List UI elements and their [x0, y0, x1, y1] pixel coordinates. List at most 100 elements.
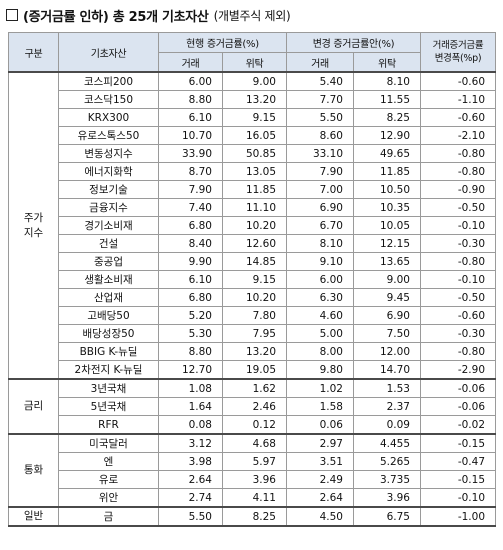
asset-name-cell: 유로 [58, 470, 159, 489]
table-row: 배당성장50 5.30 7.95 5.00 7.50 -0.30 [9, 324, 496, 343]
changed-exchange-cell: 7.90 [286, 162, 354, 181]
category-cell: 일반 [8, 506, 59, 527]
changed-consign-cell: 12.90 [353, 126, 421, 145]
table-row: 2차전지 K-뉴딜 12.70 19.05 9.80 14.70 -2.90 [9, 360, 496, 380]
current-consign-cell: 0.12 [222, 415, 287, 435]
current-consign-cell: 10.20 [222, 216, 287, 235]
current-consign-cell: 10.20 [222, 288, 287, 307]
current-exchange-cell: 8.70 [158, 162, 223, 181]
current-consign-cell: 11.10 [222, 198, 287, 217]
asset-name-cell: KRX300 [58, 108, 159, 127]
changed-exchange-cell: 5.50 [286, 108, 354, 127]
changed-exchange-cell: 2.97 [286, 433, 354, 453]
table-row: 유로스톡스50 10.70 16.05 8.60 12.90 -2.10 [9, 126, 496, 145]
current-consign-cell: 13.20 [222, 342, 287, 361]
table-row: 통화 미국달러 3.12 4.68 2.97 4.455 -0.15 [8, 433, 496, 508]
changed-consign-cell: 10.50 [353, 180, 421, 199]
table-row: 경기소비재 6.80 10.20 6.70 10.05 -0.10 [9, 216, 496, 235]
rate-change-cell: -0.80 [420, 342, 496, 361]
changed-consign-cell: 6.90 [353, 306, 421, 325]
changed-consign-cell: 10.35 [353, 198, 421, 217]
current-consign-cell: 19.05 [222, 360, 287, 380]
table-row: 산업재 6.80 10.20 6.30 9.45 -0.50 [9, 288, 496, 307]
changed-exchange-cell: 2.64 [286, 488, 354, 508]
category-label: 일반 [23, 510, 44, 522]
changed-consign-cell: 14.70 [353, 360, 421, 380]
subheader-current-exchange: 거래 [158, 52, 223, 73]
changed-exchange-cell: 9.80 [286, 360, 354, 380]
header-changed-rate: 변경 증거금률안(%) [286, 32, 421, 53]
current-exchange-cell: 0.08 [158, 415, 223, 435]
changed-exchange-cell: 3.51 [286, 452, 354, 471]
changed-exchange-cell: 5.00 [286, 324, 354, 343]
changed-consign-cell: 49.65 [353, 144, 421, 163]
current-exchange-cell: 5.30 [158, 324, 223, 343]
rate-change-cell: -0.10 [420, 216, 496, 235]
current-consign-cell: 4.68 [222, 433, 287, 453]
current-exchange-cell: 6.00 [158, 71, 223, 91]
rate-change-cell: -0.80 [420, 162, 496, 181]
asset-name-cell: 금 [58, 506, 159, 527]
table-row: 금융지수 7.40 11.10 6.90 10.35 -0.50 [9, 198, 496, 217]
changed-consign-cell: 9.00 [353, 270, 421, 289]
category-cell: 금리 [8, 378, 59, 435]
changed-exchange-cell: 6.70 [286, 216, 354, 235]
changed-exchange-cell: 8.10 [286, 234, 354, 253]
current-consign-cell: 11.85 [222, 180, 287, 199]
current-exchange-cell: 33.90 [158, 144, 223, 163]
asset-name-cell: 코스닥150 [58, 90, 159, 109]
current-exchange-cell: 3.12 [158, 433, 223, 453]
table-row: 정보기술 7.90 11.85 7.00 10.50 -0.90 [9, 180, 496, 199]
rate-change-cell: -0.60 [420, 108, 496, 127]
current-exchange-cell: 12.70 [158, 360, 223, 380]
changed-consign-cell: 4.455 [353, 433, 421, 453]
current-consign-cell: 12.60 [222, 234, 287, 253]
changed-consign-cell: 12.15 [353, 234, 421, 253]
rate-change-cell: -0.90 [420, 180, 496, 199]
current-exchange-cell: 9.90 [158, 252, 223, 271]
table-row: 건설 8.40 12.60 8.10 12.15 -0.30 [9, 234, 496, 253]
table-row: 위안 2.74 4.11 2.64 3.96 -0.10 [9, 488, 496, 508]
asset-name-cell: 엔 [58, 452, 159, 471]
changed-exchange-cell: 8.60 [286, 126, 354, 145]
current-exchange-cell: 5.50 [158, 506, 223, 527]
changed-consign-cell: 6.75 [353, 506, 421, 527]
current-consign-cell: 14.85 [222, 252, 287, 271]
table-row: 고배당50 5.20 7.80 4.60 6.90 -0.60 [9, 306, 496, 325]
current-exchange-cell: 8.40 [158, 234, 223, 253]
changed-exchange-cell: 33.10 [286, 144, 354, 163]
asset-name-cell: 정보기술 [58, 180, 159, 199]
rate-change-cell: -0.50 [420, 198, 496, 217]
changed-consign-cell: 1.53 [353, 378, 421, 398]
header-asset: 기초자산 [58, 32, 159, 73]
current-consign-cell: 9.15 [222, 108, 287, 127]
asset-name-cell: 유로스톡스50 [58, 126, 159, 145]
rate-change-cell: -1.00 [420, 506, 496, 527]
asset-name-cell: 배당성장50 [58, 324, 159, 343]
changed-exchange-cell: 4.50 [286, 506, 354, 527]
asset-name-cell: 산업재 [58, 288, 159, 307]
changed-consign-cell: 8.10 [353, 71, 421, 91]
current-exchange-cell: 6.10 [158, 270, 223, 289]
current-consign-cell: 7.80 [222, 306, 287, 325]
asset-name-cell: 생활소비재 [58, 270, 159, 289]
rate-change-cell: -0.60 [420, 306, 496, 325]
current-exchange-cell: 6.80 [158, 288, 223, 307]
asset-name-cell: 2차전지 K-뉴딜 [58, 360, 159, 380]
changed-consign-cell: 5.265 [353, 452, 421, 471]
title-main: (증거금률 인하) 총 25개 기초자산 [23, 9, 209, 25]
current-exchange-cell: 2.64 [158, 470, 223, 489]
current-consign-cell: 7.95 [222, 324, 287, 343]
asset-name-cell: 건설 [58, 234, 159, 253]
current-exchange-cell: 5.20 [158, 306, 223, 325]
changed-exchange-cell: 6.90 [286, 198, 354, 217]
current-exchange-cell: 6.80 [158, 216, 223, 235]
changed-exchange-cell: 9.10 [286, 252, 354, 271]
current-consign-cell: 16.05 [222, 126, 287, 145]
table-row: 엔 3.98 5.97 3.51 5.265 -0.47 [9, 452, 496, 471]
table-row: 주가 지수 코스피200 6.00 9.00 5.40 8.10 -0.60 [8, 71, 496, 380]
table-row: 변동성지수 33.90 50.85 33.10 49.65 -0.80 [9, 144, 496, 163]
document-title: (증거금률 인하) 총 25개 기초자산 (개별주식 제외) [6, 4, 291, 26]
rate-change-cell: -1.10 [420, 90, 496, 109]
rate-change-cell: -0.30 [420, 324, 496, 343]
